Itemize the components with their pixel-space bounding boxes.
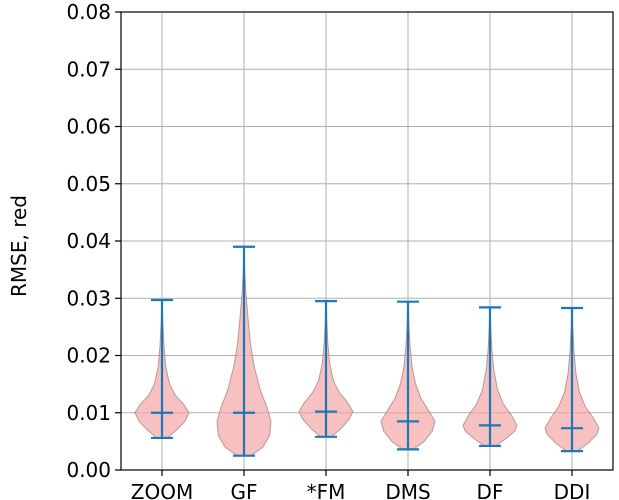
x-tick-label-ddi: DDI xyxy=(554,480,591,500)
y-tick-label: 0.05 xyxy=(66,172,111,196)
ticks: 0.00 0.01 0.02 0.03 0.04 0.05 0.06 0.07 0.08 ZOOM… xyxy=(66,0,590,500)
y-tick-label: 0.07 xyxy=(66,57,111,81)
y-tick-label: 0.04 xyxy=(66,229,111,253)
x-tick-label-dms: DMS xyxy=(385,480,430,500)
y-tick-label: 0.03 xyxy=(66,286,111,310)
y-tick-label: 0.02 xyxy=(66,344,111,368)
x-tick-label-fm: *FM xyxy=(307,480,346,500)
y-tick-label: 0.01 xyxy=(66,401,111,425)
violins xyxy=(134,245,600,457)
y-tick-label: 0.00 xyxy=(66,458,111,482)
y-tick-label: 0.08 xyxy=(66,0,111,24)
x-tick-label-zoom: ZOOM xyxy=(131,480,193,500)
grid xyxy=(121,11,613,471)
y-tick-label: 0.06 xyxy=(66,115,111,139)
x-tick-label-df: DF xyxy=(477,480,504,500)
y-axis-label: RMSE, red xyxy=(7,195,31,297)
x-tick-label-gf: GF xyxy=(230,480,257,500)
